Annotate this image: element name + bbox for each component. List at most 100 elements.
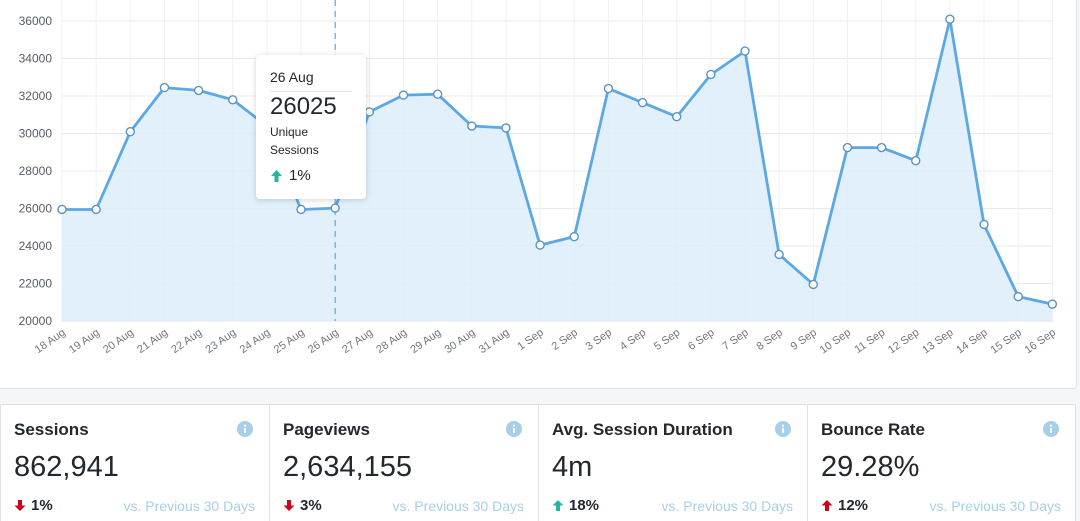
- tooltip-divider: [270, 91, 352, 92]
- data-point: [193, 85, 204, 96]
- x-tick-label: 29 Aug: [408, 327, 443, 356]
- data-point: [979, 219, 989, 230]
- x-tick-label: 25 Aug: [272, 327, 307, 356]
- x-tick-label: 4 Sep: [618, 327, 648, 353]
- tooltip-value: 26025: [270, 93, 337, 120]
- card-change-value: 12%: [838, 497, 869, 514]
- card-compare-label: vs. Previous 30 Days: [929, 498, 1062, 514]
- card-change-value: 18%: [569, 497, 600, 514]
- x-tick-label: 26 Aug: [306, 327, 341, 356]
- card-value: 4m: [552, 451, 593, 483]
- y-tick-label: 36000: [19, 14, 53, 28]
- sessions-chart-panel: 20000 22000 24000 26000 28000 30000 32000 34000…: [0, 0, 1077, 389]
- data-point: [603, 83, 614, 94]
- tooltip-label-line1: Unique: [270, 125, 309, 139]
- x-tick-label: 6 Sep: [686, 327, 716, 353]
- y-tick-label: 30000: [19, 127, 53, 141]
- arrow-down-icon: [14, 500, 26, 511]
- data-point: [876, 142, 887, 153]
- x-tick-label: 31 Aug: [477, 327, 512, 356]
- x-tick-label: 8 Sep: [754, 327, 784, 353]
- data-point: [672, 111, 682, 122]
- x-tick-label: 5 Sep: [652, 327, 682, 353]
- card-compare-label: vs. Previous 30 Days: [123, 498, 256, 514]
- data-point: [569, 231, 579, 242]
- card-value: 862,941: [14, 451, 119, 483]
- y-tick-label: 20000: [19, 314, 53, 328]
- info-icon[interactable]: [775, 421, 791, 437]
- x-tick-label: 11 Sep: [853, 327, 888, 356]
- data-point: [398, 90, 409, 100]
- bounce-rate-card: Bounce Rate 29.28% 12% vs. Previous 30 D…: [807, 404, 1076, 521]
- data-point: [774, 249, 784, 260]
- info-icon[interactable]: [237, 421, 253, 437]
- data-point: [808, 279, 818, 290]
- y-tick-label: 34000: [19, 52, 53, 66]
- card-compare-label: vs. Previous 30 Days: [661, 498, 794, 514]
- card-title: Pageviews: [283, 420, 370, 439]
- data-point: [125, 126, 136, 137]
- x-tick-label: 28 Aug: [374, 327, 409, 356]
- card-value: 2,634,155: [283, 451, 413, 483]
- data-point: [57, 204, 67, 215]
- arrow-down-icon: [283, 500, 295, 511]
- x-tick-label: 2 Sep: [550, 327, 580, 353]
- data-point: [706, 69, 716, 80]
- tooltip-label-line2: Sessions: [270, 143, 319, 157]
- data-point: [637, 97, 648, 108]
- x-tick-label: 23 Aug: [204, 327, 239, 356]
- info-icon[interactable]: [506, 421, 522, 437]
- sessions-card: Sessions 862,941 1% vs. Previous 30 Days: [0, 404, 269, 521]
- y-tick-label: 28000: [19, 164, 53, 178]
- x-tick-label: 22 Aug: [169, 327, 204, 356]
- x-tick-label: 24 Aug: [238, 327, 273, 356]
- arrow-up-icon: [552, 500, 564, 511]
- data-point: [364, 107, 375, 117]
- data-point: [911, 156, 921, 166]
- data-point: [1047, 299, 1058, 309]
- x-tick-label: 14 Sep: [954, 327, 989, 357]
- card-change: 12%: [821, 497, 868, 514]
- card-change: 1%: [14, 497, 53, 514]
- arrow-up-icon: [271, 169, 282, 182]
- y-tick-label: 22000: [19, 277, 53, 291]
- info-icon[interactable]: [1043, 421, 1059, 437]
- data-point: [945, 14, 955, 24]
- x-tick-label: 19 Aug: [67, 327, 102, 356]
- tooltip-change-value: 1%: [289, 167, 311, 184]
- x-tick-label: 10 Sep: [818, 327, 853, 357]
- chart-tooltip: 26 Aug 26025 Unique Sessions 1%: [256, 55, 366, 199]
- sessions-area-chart: 20000 22000 24000 26000 28000 30000 32000 34000…: [19, 0, 1058, 357]
- x-tick-label: 13 Sep: [920, 327, 955, 357]
- data-point: [740, 46, 750, 56]
- y-tick-label: 26000: [19, 202, 53, 216]
- data-point: [1013, 291, 1023, 302]
- card-title: Sessions: [14, 420, 89, 439]
- x-tick-label: 7 Sep: [720, 327, 750, 353]
- x-tick-label: 15 Sep: [988, 327, 1023, 357]
- tooltip-date: 26 Aug: [270, 69, 314, 85]
- data-point: [159, 82, 170, 93]
- x-tick-label: 21 Aug: [135, 327, 170, 356]
- data-point: [535, 240, 545, 250]
- card-value: 29.28%: [821, 451, 920, 483]
- stats-cards: Sessions 862,941 1% vs. Previous 30 Days…: [0, 404, 1076, 521]
- x-tick-label: 3 Sep: [584, 327, 614, 353]
- avg-session-duration-card: Avg. Session Duration 4m 18% vs. Previou…: [538, 404, 807, 521]
- card-change: 3%: [283, 497, 322, 514]
- x-tick-label: 16 Sep: [1023, 327, 1058, 357]
- data-point: [842, 142, 853, 153]
- card-title: Bounce Rate: [821, 420, 925, 439]
- card-change-value: 1%: [31, 497, 53, 514]
- data-point: [228, 95, 238, 105]
- x-tick-label: 27 Aug: [340, 327, 375, 356]
- card-compare-label: vs. Previous 30 Days: [392, 498, 525, 514]
- x-tick-label: 18 Aug: [33, 327, 68, 356]
- data-point: [467, 121, 477, 131]
- tooltip-change: 1%: [270, 167, 352, 184]
- arrow-up-icon: [821, 500, 833, 511]
- data-point: [501, 123, 511, 133]
- data-point: [91, 204, 101, 215]
- series-area: [62, 19, 1053, 321]
- pageviews-card: Pageviews 2,634,155 3% vs. Previous 30 D…: [269, 404, 538, 521]
